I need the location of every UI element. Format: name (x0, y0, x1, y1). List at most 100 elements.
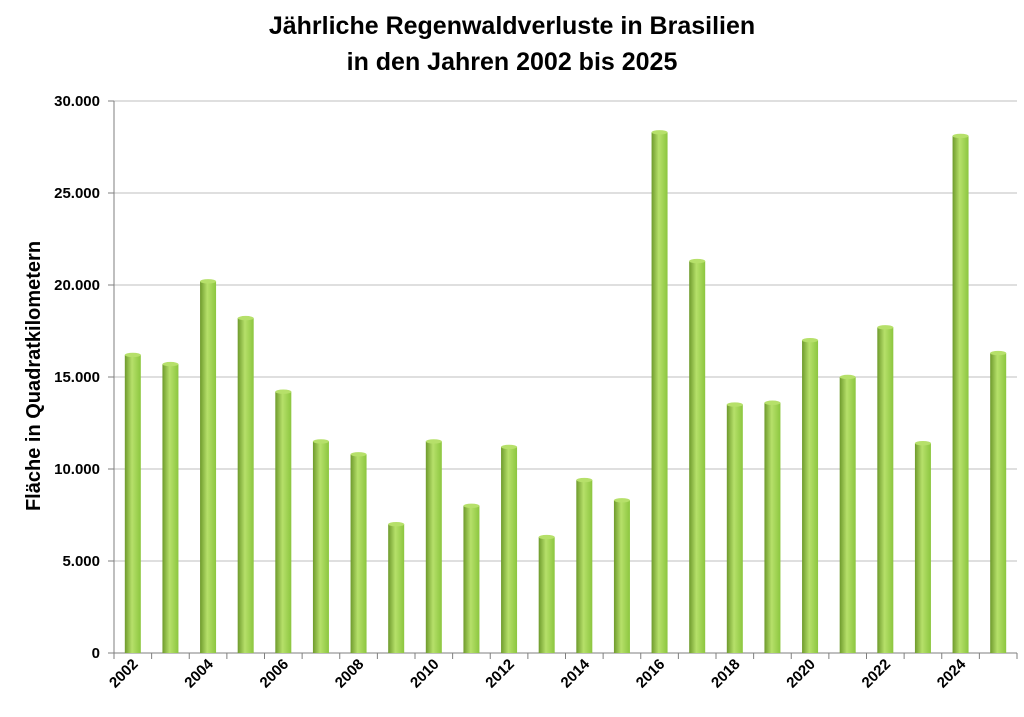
x-tick-label: 2020 (783, 656, 819, 692)
y-tick-label: 25.000 (54, 185, 100, 202)
bar-cap (651, 130, 668, 135)
bar (350, 454, 367, 653)
x-tick-label: 2018 (708, 656, 744, 692)
x-tick-label: 2002 (106, 656, 142, 692)
bar (802, 340, 819, 653)
bar-2005 (237, 315, 254, 653)
bar-2023 (914, 441, 931, 653)
chart-title: Jährliche Regenwaldverluste in Brasilien… (0, 8, 1024, 80)
x-tick-label: 2006 (257, 656, 293, 692)
bar-cap (237, 315, 254, 321)
bar (914, 443, 931, 653)
bar-2018 (726, 402, 743, 653)
bar-2015 (613, 498, 630, 653)
axes (108, 100, 1018, 659)
bar-2010 (425, 439, 442, 653)
bar-cap (501, 444, 518, 450)
bar-2020 (802, 338, 819, 653)
bar-2002 (124, 352, 141, 653)
chart-title-line-2: in den Jahren 2002 bis 2025 (346, 48, 678, 76)
bar (388, 524, 405, 653)
bar (200, 281, 217, 653)
bar-2004 (200, 279, 217, 653)
bar-2013 (538, 534, 555, 653)
bar-2003 (162, 361, 179, 653)
bar (726, 404, 743, 653)
y-tick-label: 0 (92, 645, 100, 662)
x-tick-label: 2008 (332, 656, 368, 692)
gridlines (114, 100, 1017, 562)
y-tick-label: 20.000 (54, 277, 100, 294)
bar-2024 (952, 133, 969, 653)
bar-2011 (463, 503, 480, 653)
x-tick-label: 2024 (934, 655, 970, 691)
bar-2025 (990, 350, 1007, 653)
bar-cap (350, 452, 367, 457)
y-axis-title: Fläche in Quadratkilometern (23, 241, 45, 511)
bar-2017 (689, 258, 706, 653)
bar (651, 132, 668, 653)
bar-2006 (275, 389, 292, 653)
bar (538, 537, 555, 653)
bar (576, 480, 593, 653)
bar (124, 354, 141, 653)
bar-cap (425, 439, 442, 444)
bar-cap (200, 279, 217, 284)
y-tick-label: 5.000 (62, 553, 100, 570)
bar-cap (576, 477, 593, 483)
bar-cap (463, 503, 480, 508)
y-tick-label: 30.000 (54, 93, 100, 110)
bar (162, 364, 179, 653)
bar-cap (275, 389, 292, 394)
bar-cap (613, 498, 630, 503)
bar-cap (990, 350, 1007, 356)
x-tick-label: 2022 (859, 656, 895, 692)
x-tick-label: 2010 (407, 656, 443, 692)
x-tick-label: 2004 (181, 655, 217, 691)
bar-cap (877, 325, 894, 330)
bar-cap (124, 352, 141, 358)
bar-cap (764, 400, 781, 405)
bar-cap (538, 534, 555, 540)
x-tick-label: 2016 (633, 656, 669, 692)
bar-cap (312, 439, 329, 444)
bar (689, 261, 706, 653)
x-tick-label: 2014 (558, 655, 594, 691)
bar-cap (839, 374, 856, 380)
bar-2019 (764, 400, 781, 653)
bar-2022 (877, 325, 894, 653)
y-tick-label: 10.000 (54, 461, 100, 478)
bar-cap (726, 402, 743, 407)
y-tick-label: 15.000 (54, 369, 100, 386)
bar (237, 318, 254, 653)
bar (839, 377, 856, 653)
chart-title-line-1: Jährliche Regenwaldverluste in Brasilien (268, 12, 756, 40)
bar (764, 402, 781, 653)
bar (501, 446, 518, 653)
bar (312, 441, 329, 653)
bar (463, 505, 480, 653)
bar-2021 (839, 374, 856, 653)
bar-cap (689, 258, 706, 264)
bar (425, 441, 442, 653)
bar-cap (802, 338, 819, 343)
x-tick-labels: 2002 2004 2006 2008 2010 2012 2014 2016 2018 2020… (106, 655, 970, 691)
x-tick-label: 2012 (482, 656, 518, 692)
bars (124, 130, 1007, 653)
bar-cap (162, 361, 179, 367)
bar (877, 327, 894, 653)
bar (990, 353, 1007, 653)
bar-cap (914, 441, 931, 446)
bar-2012 (501, 444, 518, 653)
bar-cap (388, 522, 405, 527)
bar (952, 135, 969, 653)
bar-2009 (388, 522, 405, 653)
bar-2007 (312, 439, 329, 653)
bar-cap (952, 133, 969, 139)
bar-2014 (576, 477, 593, 653)
bar-2016 (651, 130, 668, 653)
bar (613, 500, 630, 653)
y-tick-labels: 0 5.000 10.000 15.000 20.000 25.000 30.000 (54, 93, 100, 662)
